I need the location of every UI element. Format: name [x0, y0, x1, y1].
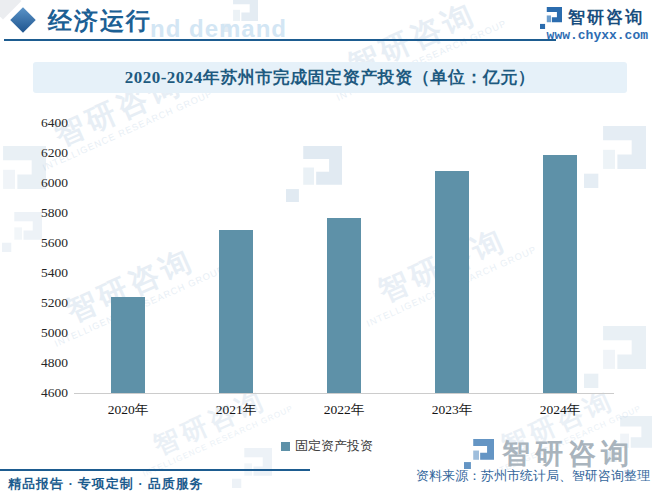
- legend-marker: [281, 442, 290, 451]
- brand-logo: 智研咨询: [540, 6, 644, 29]
- x-axis-label: 2023年: [398, 401, 506, 419]
- bar-2024年: [543, 155, 577, 393]
- bar-2020年: [111, 297, 145, 393]
- x-axis-label: 2022年: [290, 401, 398, 419]
- y-axis-tick-label: 5600: [0, 235, 68, 251]
- bar-2022年: [327, 218, 361, 394]
- y-axis-tick-label: 5400: [0, 265, 68, 281]
- chart-title: 2020-2024年苏州市完成固定资产投资（单位：亿元）: [33, 62, 627, 93]
- bar-2021年: [219, 230, 253, 394]
- y-axis-tick-label: 5000: [0, 325, 68, 341]
- brand-name: 智研咨询: [568, 6, 644, 29]
- data-source-note: 资料来源：苏州市统计局、智研咨询整理: [416, 467, 650, 485]
- y-axis-tick-label: 6400: [0, 115, 68, 131]
- report-page: 智研咨询INTELLIGENCE RESEARCH GROUP智研咨询INTEL…: [0, 0, 654, 500]
- header-divider: [4, 39, 556, 41]
- footer-divider: [0, 469, 310, 471]
- brand-url: www.chyxx.com: [547, 28, 648, 43]
- x-axis-line: [74, 393, 614, 394]
- legend-label: 固定资产投资: [295, 437, 373, 455]
- x-axis-label: 2021年: [182, 401, 290, 419]
- section-title: 经济运行: [48, 5, 152, 37]
- y-axis-tick-label: 6000: [0, 175, 68, 191]
- zhiyan-logo-icon: [464, 439, 494, 469]
- diamond-bullet-icon: [10, 7, 35, 32]
- bar-2023年: [435, 171, 469, 393]
- x-axis-label: 2024年: [506, 401, 614, 419]
- x-axis-label: 2020年: [74, 401, 182, 419]
- zhiyan-logo-icon: [540, 7, 562, 29]
- y-axis-tick-label: 5800: [0, 205, 68, 221]
- footer-tagline: 精品报告 · 专项定制 · 品质服务: [8, 475, 204, 493]
- y-axis-tick-label: 6200: [0, 145, 68, 161]
- y-axis-tick-label: 4600: [0, 385, 68, 401]
- y-axis-tick-label: 4800: [0, 355, 68, 371]
- y-axis-tick-label: 5200: [0, 295, 68, 311]
- bar-chart: 4600 4800 5000 5200 5400 5600 5800 6000 6200 6400…: [0, 100, 654, 430]
